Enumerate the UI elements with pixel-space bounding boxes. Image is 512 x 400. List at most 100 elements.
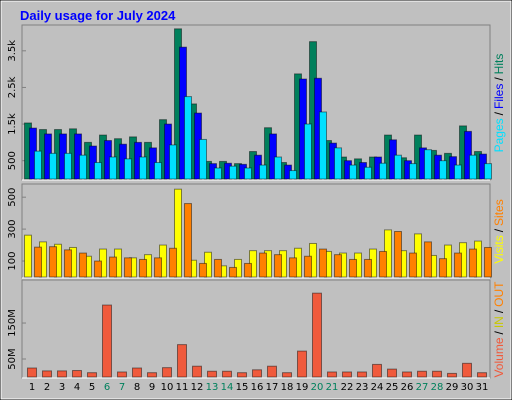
bar	[139, 258, 147, 278]
bar	[417, 370, 427, 378]
x-tick-label: 17	[266, 382, 279, 393]
bar	[87, 372, 97, 378]
x-tick-label: 16	[251, 382, 264, 393]
bar	[57, 370, 67, 378]
x-tick-label: 18	[281, 382, 294, 393]
y-tick-label: 3.5k	[7, 40, 18, 62]
x-tick-label: 20	[311, 382, 324, 393]
x-tick-label: 26	[401, 382, 414, 393]
bar	[267, 365, 277, 378]
bar	[334, 147, 342, 180]
bar	[409, 252, 417, 278]
bar	[304, 255, 312, 278]
x-tick-label: 2	[44, 382, 50, 393]
bar	[259, 252, 267, 278]
bar	[334, 254, 342, 278]
y-tick-label: 150M	[7, 309, 18, 337]
x-tick-label: 21	[326, 382, 339, 393]
bar	[364, 166, 372, 180]
bar	[222, 370, 232, 378]
bar	[147, 372, 157, 378]
bar	[439, 160, 447, 180]
bar	[424, 241, 432, 278]
legend-entry: Visits	[492, 235, 506, 263]
x-tick-label: 10	[161, 382, 174, 393]
bar	[214, 167, 222, 180]
x-tick-label: 12	[191, 382, 204, 393]
bar	[109, 156, 117, 180]
bar	[229, 266, 237, 278]
bar	[94, 260, 102, 278]
x-tick-label: 4	[74, 382, 80, 393]
x-tick-label: 9	[149, 382, 155, 393]
x-tick-label: 30	[461, 382, 474, 393]
bar	[409, 163, 417, 180]
bar	[462, 362, 472, 378]
x-tick-label: 19	[296, 382, 309, 393]
bar	[199, 138, 207, 180]
x-tick-label: 1	[29, 382, 35, 393]
x-tick-label: 11	[176, 382, 189, 393]
x-tick-label: 25	[386, 382, 399, 393]
bar	[394, 231, 402, 278]
bar	[237, 372, 247, 378]
y-tick-label: 300	[7, 220, 18, 239]
bar	[319, 111, 327, 180]
legend: Visits / Sites	[492, 199, 506, 263]
bar	[124, 257, 132, 278]
bar	[79, 154, 87, 180]
bar	[214, 258, 222, 278]
y-tick-label: 100	[7, 251, 18, 270]
x-tick-label: 31	[476, 382, 489, 393]
x-tick-label: 13	[206, 382, 219, 393]
bar	[424, 149, 432, 180]
legend-entry: Pages	[492, 118, 506, 152]
bar	[132, 367, 142, 378]
bar	[42, 370, 52, 378]
bar	[439, 258, 447, 278]
x-tick-label: 23	[356, 382, 369, 393]
bar	[357, 371, 367, 378]
bar	[27, 367, 37, 378]
bar	[372, 363, 382, 378]
legend-entry: Hits	[492, 54, 506, 75]
bar	[447, 372, 457, 378]
bar	[327, 371, 337, 378]
bar	[469, 154, 477, 180]
legend-separator: /	[492, 77, 506, 81]
bar	[154, 257, 162, 278]
bar	[34, 246, 42, 278]
bar	[289, 170, 297, 180]
bar	[269, 133, 277, 180]
legend: Pages / Files / Hits	[492, 54, 506, 153]
bar	[274, 254, 282, 278]
bar	[387, 368, 397, 378]
x-tick-label: 7	[119, 382, 125, 393]
bar	[169, 144, 177, 180]
bar	[162, 367, 172, 378]
x-tick-label: 5	[89, 382, 95, 393]
bar	[117, 371, 127, 378]
x-tick-label: 14	[221, 382, 234, 393]
bar	[154, 162, 162, 180]
bar	[289, 257, 297, 278]
bar	[379, 250, 387, 278]
bar	[64, 249, 72, 278]
bar	[282, 372, 292, 378]
legend-separator: /	[492, 309, 506, 313]
bar	[342, 371, 352, 378]
x-tick-label: 15	[236, 382, 249, 393]
legend-entry: Sites	[492, 199, 506, 226]
bar	[184, 96, 192, 180]
y-tick-label: 1.5k	[7, 113, 18, 135]
bar	[477, 372, 487, 378]
bar	[102, 304, 112, 378]
bar	[244, 167, 252, 180]
bar	[244, 262, 252, 278]
bar	[199, 262, 207, 278]
y-tick-label: 2.5k	[7, 76, 18, 98]
legend: Volume / IN / OUT	[492, 281, 506, 378]
bar	[109, 256, 117, 278]
